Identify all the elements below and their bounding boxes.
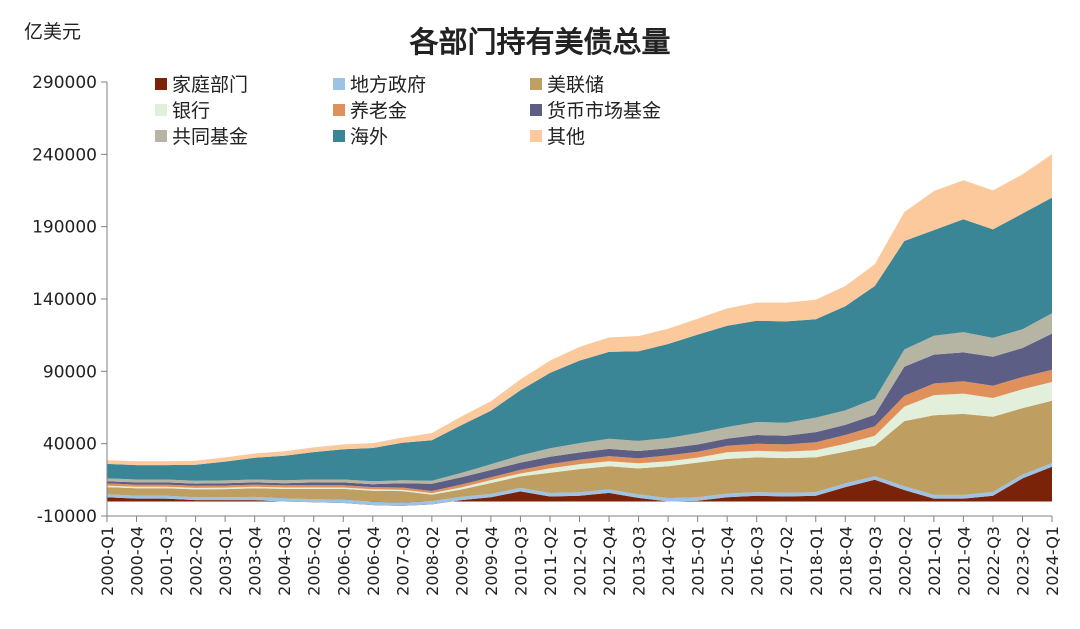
y-tick-label: 90000 bbox=[43, 362, 97, 382]
area-series-1 bbox=[107, 463, 1052, 506]
x-tick-label: 2023-Q2 bbox=[1014, 526, 1033, 596]
legend-swatch bbox=[530, 130, 542, 142]
area-series-8 bbox=[107, 154, 1052, 466]
x-tick-label: 2003-Q4 bbox=[246, 526, 265, 596]
x-tick-label: 2006-Q4 bbox=[364, 526, 383, 596]
x-tick-label: 2007-Q3 bbox=[393, 526, 412, 596]
x-tick-label: 2009-Q4 bbox=[482, 526, 501, 596]
x-tick-label: 2006-Q1 bbox=[334, 526, 353, 596]
x-tick-label: 2015-Q1 bbox=[689, 526, 708, 596]
x-tick-label: 2019-Q3 bbox=[866, 526, 885, 596]
x-tick-label: 2018-Q4 bbox=[836, 526, 855, 596]
x-tick-label: 2009-Q1 bbox=[452, 526, 471, 596]
area-series-5 bbox=[107, 333, 1052, 491]
x-tick-label: 2012-Q1 bbox=[571, 526, 590, 596]
legend-label: 养老金 bbox=[350, 100, 407, 122]
y-tick-label: -10000 bbox=[37, 507, 97, 527]
x-tick-label: 2005-Q2 bbox=[305, 526, 324, 596]
legend-swatch bbox=[155, 78, 167, 90]
area-series-6 bbox=[107, 313, 1052, 485]
legend-swatch bbox=[530, 104, 542, 116]
legend-label: 海外 bbox=[350, 126, 388, 148]
legend-label: 家庭部门 bbox=[172, 74, 248, 96]
legend-label: 银行 bbox=[172, 100, 210, 122]
axes: -10000 40000 90000 140000 190000 240000 290000… bbox=[32, 73, 1062, 596]
x-tick-label: 2008-Q2 bbox=[423, 526, 442, 596]
x-tick-label: 2013-Q3 bbox=[630, 526, 649, 596]
x-tick-label: 2021-Q4 bbox=[954, 526, 973, 596]
chart-title: 各部门持有美债总量 bbox=[408, 25, 670, 59]
legend-swatch bbox=[333, 104, 345, 116]
x-tick-label: 2012-Q4 bbox=[600, 526, 619, 596]
area-series-7 bbox=[107, 197, 1052, 482]
y-axis-unit-label: 亿美元 bbox=[24, 21, 81, 43]
y-tick-label: 290000 bbox=[32, 73, 97, 93]
area-series-4 bbox=[107, 369, 1052, 494]
x-tick-label: 2003-Q1 bbox=[216, 526, 235, 596]
x-tick-label: 2020-Q2 bbox=[895, 526, 914, 596]
x-tick-label: 2015-Q4 bbox=[718, 526, 737, 596]
y-tick-label: 240000 bbox=[32, 145, 97, 165]
legend-label: 美联储 bbox=[547, 74, 604, 96]
legend-label: 地方政府 bbox=[350, 74, 426, 96]
x-tick-label: 2002-Q2 bbox=[187, 526, 206, 596]
x-tick-label: 2017-Q2 bbox=[777, 526, 796, 596]
x-tick-label: 2004-Q3 bbox=[275, 526, 294, 596]
legend-swatch bbox=[530, 78, 542, 90]
legend-swatch bbox=[333, 130, 345, 142]
x-tick-label: 2021-Q1 bbox=[925, 526, 944, 596]
x-tick-label: 2022-Q3 bbox=[984, 526, 1003, 596]
y-tick-label: 190000 bbox=[32, 218, 97, 238]
legend-swatch bbox=[155, 130, 167, 142]
legend-label: 货币市场基金 bbox=[547, 100, 661, 122]
x-tick-label: 2000-Q1 bbox=[98, 526, 117, 596]
x-tick-label: 2024-Q1 bbox=[1043, 526, 1062, 596]
stacked-areas bbox=[107, 154, 1052, 506]
legend-label: 其他 bbox=[547, 126, 585, 148]
area-series-0 bbox=[107, 466, 1052, 506]
x-tick-label: 2000-Q4 bbox=[128, 526, 147, 596]
y-tick-label: 140000 bbox=[32, 290, 97, 310]
x-tick-label: 2014-Q2 bbox=[659, 526, 678, 596]
x-tick-label: 2016-Q3 bbox=[748, 526, 767, 596]
legend-label: 共同基金 bbox=[172, 126, 248, 148]
legend-swatch bbox=[333, 78, 345, 90]
x-tick-label: 2018-Q1 bbox=[807, 526, 826, 596]
x-tick-label: 2011-Q2 bbox=[541, 526, 560, 596]
x-tick-label: 2001-Q3 bbox=[157, 526, 176, 596]
y-tick-label: 40000 bbox=[43, 435, 97, 455]
legend-swatch bbox=[155, 104, 167, 116]
x-tick-label: 2010-Q3 bbox=[511, 526, 530, 596]
area-series-2 bbox=[107, 400, 1052, 503]
